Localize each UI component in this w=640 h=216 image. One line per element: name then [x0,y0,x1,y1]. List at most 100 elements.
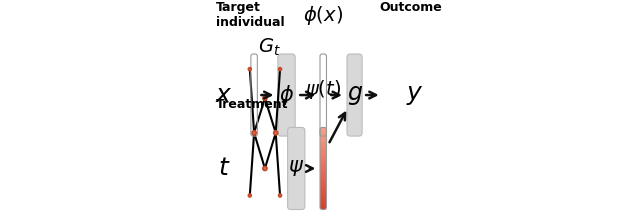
Bar [320,54,326,56]
Bar [320,136,326,137]
Bar [251,89,257,90]
Bar [251,77,257,79]
Bar [320,100,326,102]
Text: $\psi(t)$: $\psi(t)$ [305,78,341,101]
Bar [251,92,257,93]
Bar [251,123,257,125]
Bar [251,130,257,131]
Bar [251,79,257,80]
Bar [320,188,326,190]
Bar [320,128,326,130]
Bar [320,157,326,159]
Bar [320,178,326,180]
Circle shape [263,167,267,170]
Bar [320,69,326,70]
Bar [320,175,326,177]
Bar [320,164,326,165]
Bar [251,90,257,92]
Bar [251,62,257,64]
Bar [251,106,257,108]
Bar [251,103,257,105]
Bar [251,128,257,130]
Bar [251,97,257,98]
Bar [251,100,257,102]
Text: $g$: $g$ [346,84,363,106]
Bar [320,64,326,65]
Bar [320,56,326,57]
Bar [320,206,326,208]
Bar [320,198,326,200]
Bar [320,177,326,178]
Bar [320,62,326,64]
Bar [320,155,326,157]
Bar [320,141,326,142]
Bar [251,115,257,116]
Bar [251,56,257,57]
Bar [251,65,257,67]
Bar [320,152,326,154]
Bar [251,70,257,72]
Bar [320,187,326,188]
Bar [251,133,257,134]
Bar [251,102,257,103]
Circle shape [252,131,256,135]
Circle shape [278,68,282,71]
Bar [320,132,326,134]
Bar [320,116,326,118]
Bar [320,162,326,164]
Text: $\phi$: $\phi$ [279,83,294,107]
Bar [320,131,326,132]
Bar [320,105,326,106]
Bar [320,201,326,203]
Bar [320,113,326,115]
Bar [251,126,257,128]
Bar [320,142,326,144]
Bar [320,195,326,196]
Bar [320,200,326,201]
Bar [320,147,326,149]
Bar [320,185,326,187]
Bar [320,167,326,168]
Bar [320,154,326,155]
Bar [251,110,257,111]
Circle shape [274,131,278,135]
Bar [320,92,326,93]
Bar [320,150,326,152]
Bar [320,84,326,85]
Text: $\phi(x)$: $\phi(x)$ [303,4,343,27]
Bar [320,131,326,133]
Text: $y$: $y$ [406,84,424,106]
Bar [251,131,257,133]
Bar [251,134,257,136]
Bar [251,80,257,82]
Bar [320,191,326,193]
Bar [320,97,326,98]
Bar [251,121,257,123]
Bar [320,67,326,69]
Bar [320,60,326,62]
Bar [320,77,326,79]
Bar [320,90,326,92]
Bar [320,172,326,173]
Bar [320,193,326,195]
Bar [251,93,257,95]
Bar [320,111,326,113]
Bar [251,120,257,121]
Bar [320,108,326,110]
Bar [320,65,326,67]
Circle shape [248,68,252,71]
Bar [251,72,257,74]
Bar [320,160,326,162]
Bar [320,72,326,74]
Bar [251,75,257,77]
Bar [320,70,326,72]
Circle shape [263,96,267,100]
Bar [320,134,326,136]
Bar [320,129,326,131]
Bar [320,149,326,150]
Bar [320,182,326,183]
Bar [251,108,257,110]
Bar [251,82,257,84]
Bar [320,127,326,129]
Text: $t$: $t$ [218,157,230,180]
